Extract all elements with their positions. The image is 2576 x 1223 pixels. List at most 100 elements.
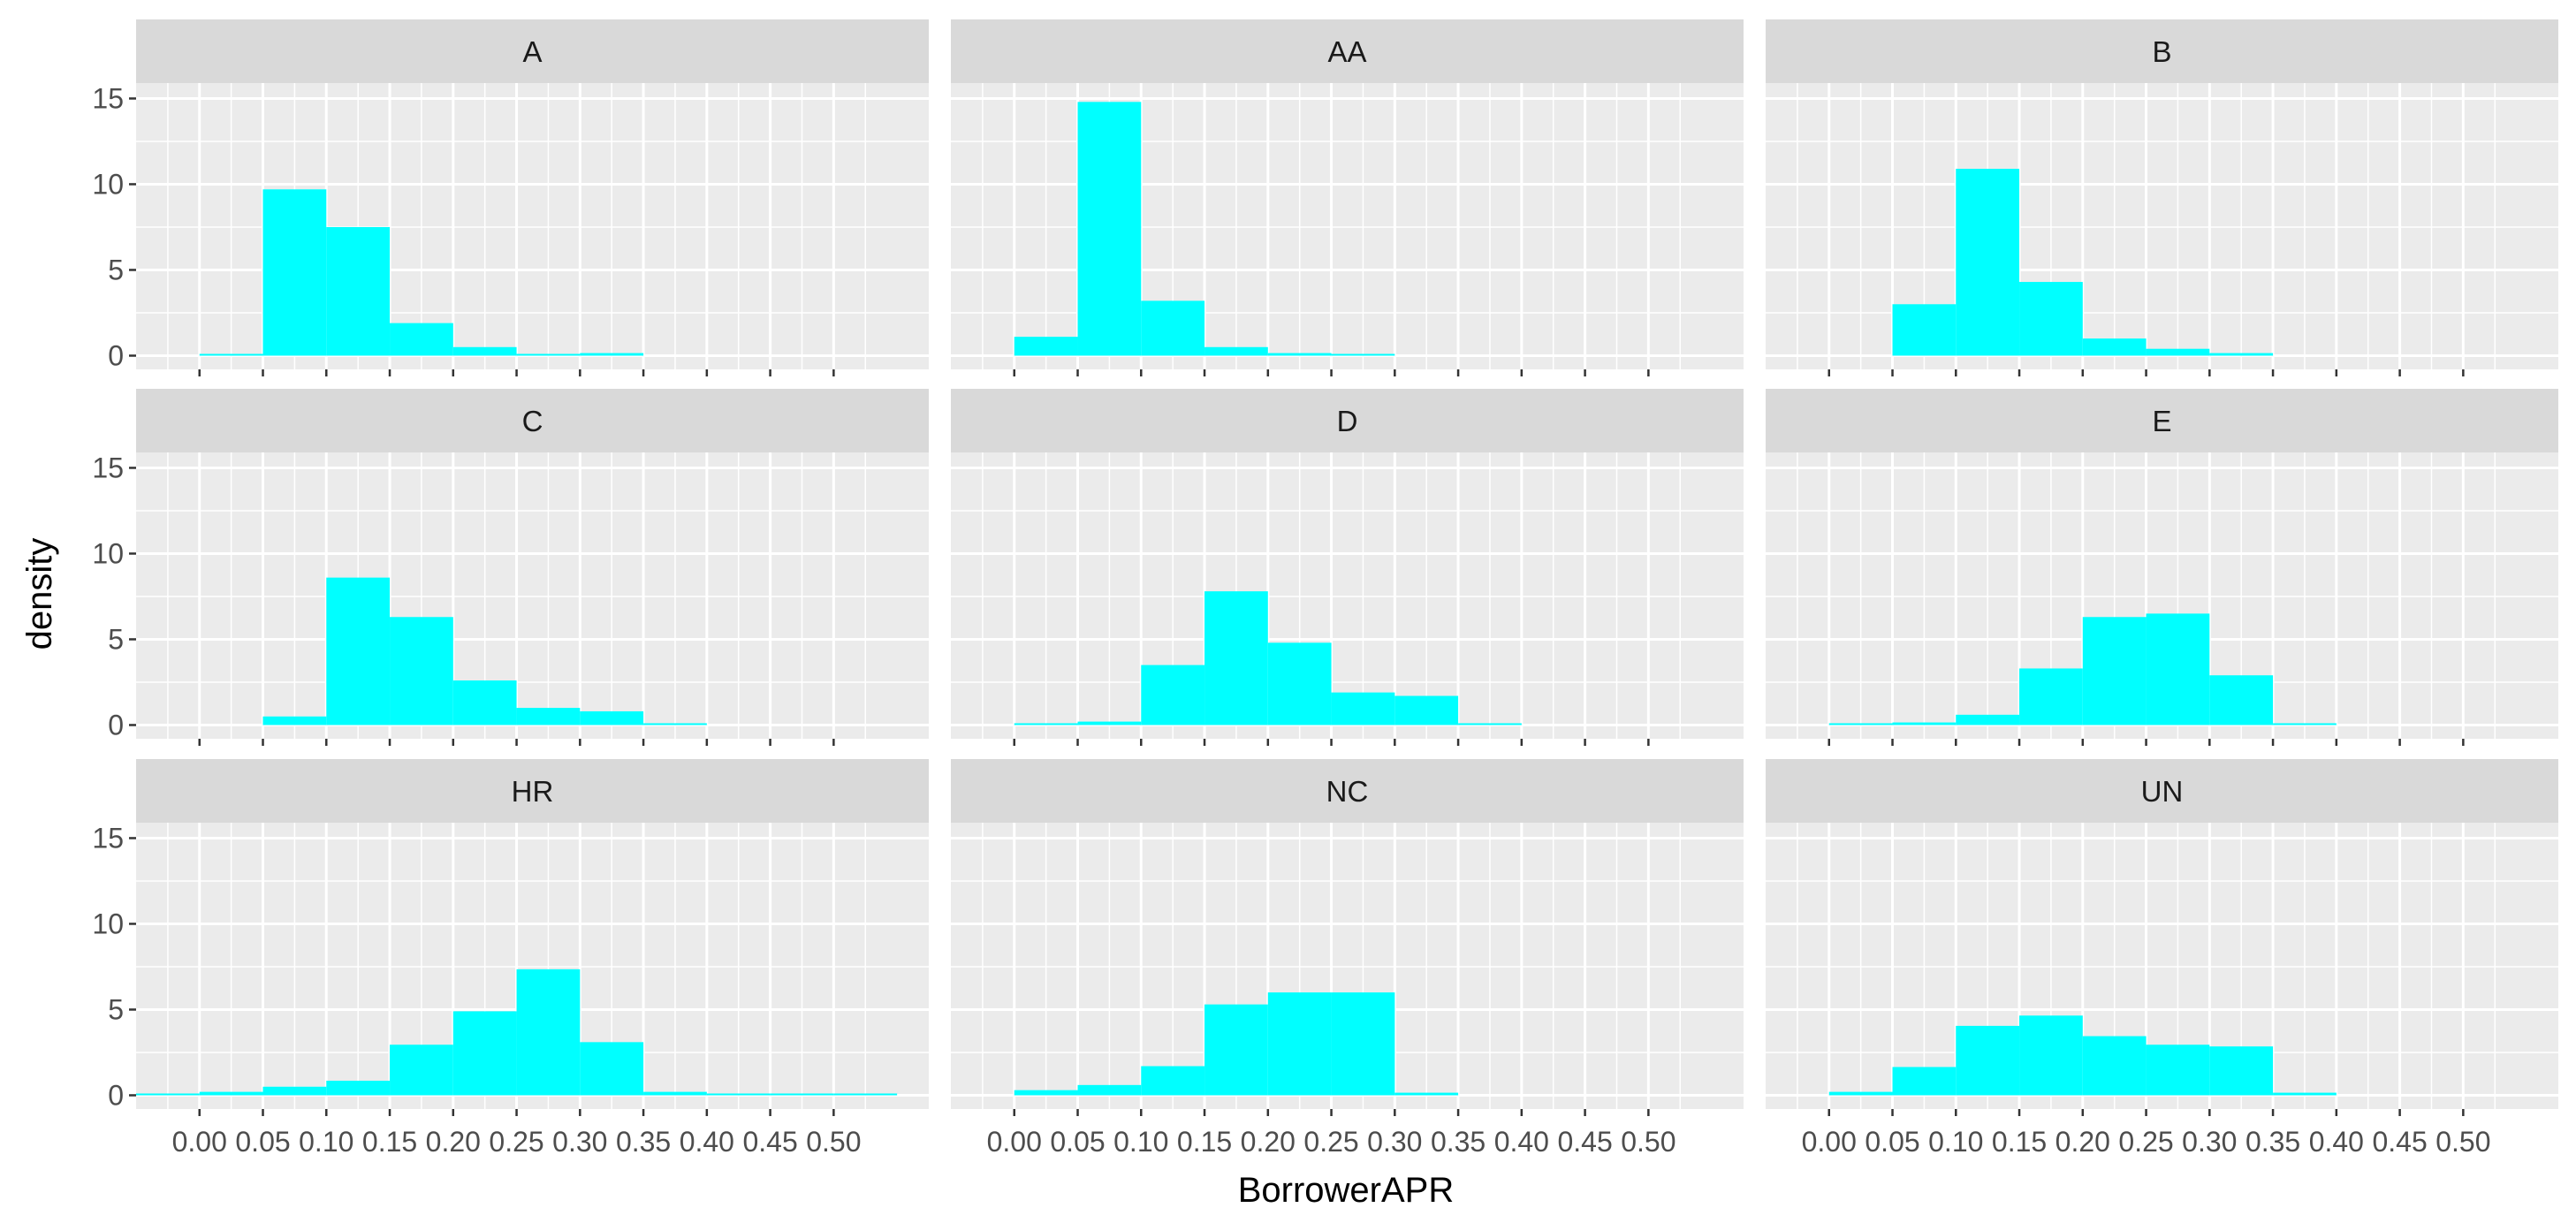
y-tick-label: 10 xyxy=(92,908,124,939)
y-tick-label: 0 xyxy=(108,1079,124,1111)
histogram-bar xyxy=(262,189,327,356)
histogram-bar xyxy=(1828,723,1893,725)
x-tick-label: 0.05 xyxy=(1865,1126,1919,1158)
x-tick-label: 0.35 xyxy=(2245,1126,2300,1158)
x-tick-label: 0.45 xyxy=(2372,1126,2427,1158)
histogram-bar xyxy=(1204,346,1268,356)
facet-strip xyxy=(951,389,1744,452)
x-tick-label: 0.00 xyxy=(987,1126,1042,1158)
histogram-bar xyxy=(326,1080,391,1096)
histogram-bar xyxy=(580,353,644,356)
histogram-bar xyxy=(2209,1046,2274,1096)
y-tick-label: 5 xyxy=(108,254,124,285)
histogram-bar xyxy=(262,716,327,725)
histogram-bar xyxy=(1331,353,1395,356)
x-tick-label: 0.15 xyxy=(1992,1126,2047,1158)
x-tick-label: 0.05 xyxy=(1050,1126,1105,1158)
x-axis-title: BorrowerAPR xyxy=(1238,1171,1455,1210)
x-tick-label: 0.25 xyxy=(1303,1126,1358,1158)
histogram-bar xyxy=(199,1091,263,1096)
histogram-bar xyxy=(2209,675,2274,725)
histogram-bar xyxy=(452,680,517,725)
x-tick-label: 0.30 xyxy=(552,1126,607,1158)
histogram-bar xyxy=(1204,1004,1268,1096)
x-tick-label: 0.20 xyxy=(2055,1126,2110,1158)
panel-background xyxy=(951,83,1744,369)
histogram-bar xyxy=(2146,1044,2210,1096)
histogram-bar xyxy=(452,1011,517,1096)
x-tick-label: 0.40 xyxy=(1494,1126,1549,1158)
histogram-bar xyxy=(1077,721,1142,725)
histogram-bar xyxy=(136,1093,200,1096)
facet-hr: HR 0 5 10 15 0.00 0.05 0.10 0.15 0.20 0.25 0.30 0.35… xyxy=(92,759,929,1158)
y-tick-label: 5 xyxy=(108,623,124,655)
histogram-bar xyxy=(2146,348,2210,356)
histogram-bar xyxy=(1956,714,2020,725)
y-tick-label: 0 xyxy=(108,709,124,741)
x-tick-label: 0.50 xyxy=(2435,1126,2490,1158)
y-tick-label: 5 xyxy=(108,993,124,1025)
histogram-bar xyxy=(1267,353,1332,356)
histogram-bar xyxy=(706,1093,771,1096)
facet-strip xyxy=(951,19,1744,83)
histogram-bar xyxy=(2019,1015,2083,1096)
facet-strip-label: C xyxy=(522,405,543,437)
x-tick-label: 0.40 xyxy=(680,1126,734,1158)
y-tick-label: 10 xyxy=(92,168,124,200)
facet-strip xyxy=(951,759,1744,823)
y-tick-label: 0 xyxy=(108,339,124,371)
histogram-bar xyxy=(1892,722,1957,725)
x-tick-label: 0.45 xyxy=(742,1126,797,1158)
histogram-bar xyxy=(643,1091,707,1096)
facet-strip-label: AA xyxy=(1327,35,1366,68)
facet-strip-label: B xyxy=(2152,35,2171,68)
histogram-bar xyxy=(2273,723,2337,725)
histogram-bar xyxy=(1014,337,1078,356)
histogram-bar xyxy=(1892,304,1957,356)
panel-background xyxy=(1766,83,2558,369)
histogram-bar xyxy=(2019,282,2083,356)
histogram-bar xyxy=(1828,1091,1893,1096)
x-tick-label: 0.40 xyxy=(2309,1126,2364,1158)
facet-strip-label: E xyxy=(2152,405,2171,437)
histogram-bar xyxy=(326,577,391,725)
facet-strip xyxy=(136,19,929,83)
facet-strip xyxy=(1766,389,2558,452)
x-tick-label: 0.00 xyxy=(1802,1126,1857,1158)
facet-strip xyxy=(136,389,929,452)
facet-e: E xyxy=(1766,389,2558,746)
facet-c: C 0 5 10 15 xyxy=(92,389,929,746)
facet-strip xyxy=(1766,759,2558,823)
histogram-bar xyxy=(2146,613,2210,725)
histogram-bar xyxy=(2209,353,2274,356)
histogram-bar xyxy=(516,353,581,356)
histogram-bar xyxy=(2019,668,2083,725)
facet-d: D xyxy=(951,389,1744,746)
histogram-bar xyxy=(643,723,707,725)
histogram-bar xyxy=(326,226,391,356)
facet-strip-label: A xyxy=(522,35,542,68)
histogram-bar xyxy=(2273,1092,2337,1096)
x-tick-label: 0.10 xyxy=(1928,1126,1983,1158)
histogram-bar xyxy=(1141,300,1205,356)
facet-strip xyxy=(136,759,929,823)
facet-b: B xyxy=(1766,19,2558,376)
histogram-bar xyxy=(580,710,644,725)
facet-strip-label: NC xyxy=(1326,775,1369,808)
histogram-bar xyxy=(833,1093,898,1096)
x-tick-label: 0.50 xyxy=(806,1126,861,1158)
x-tick-label: 0.15 xyxy=(362,1126,417,1158)
histogram-bar xyxy=(516,969,581,1096)
x-tick-label: 0.15 xyxy=(1177,1126,1232,1158)
y-tick-label: 15 xyxy=(92,452,124,483)
y-axis-title: density xyxy=(20,538,59,650)
histogram-bar xyxy=(1394,1092,1459,1096)
y-tick-label: 15 xyxy=(92,82,124,114)
x-tick-label: 0.45 xyxy=(1557,1126,1612,1158)
x-tick-label: 0.10 xyxy=(1113,1126,1168,1158)
x-tick-label: 0.20 xyxy=(1241,1126,1296,1158)
histogram-bar xyxy=(1141,1066,1205,1096)
histogram-bar xyxy=(1267,642,1332,725)
